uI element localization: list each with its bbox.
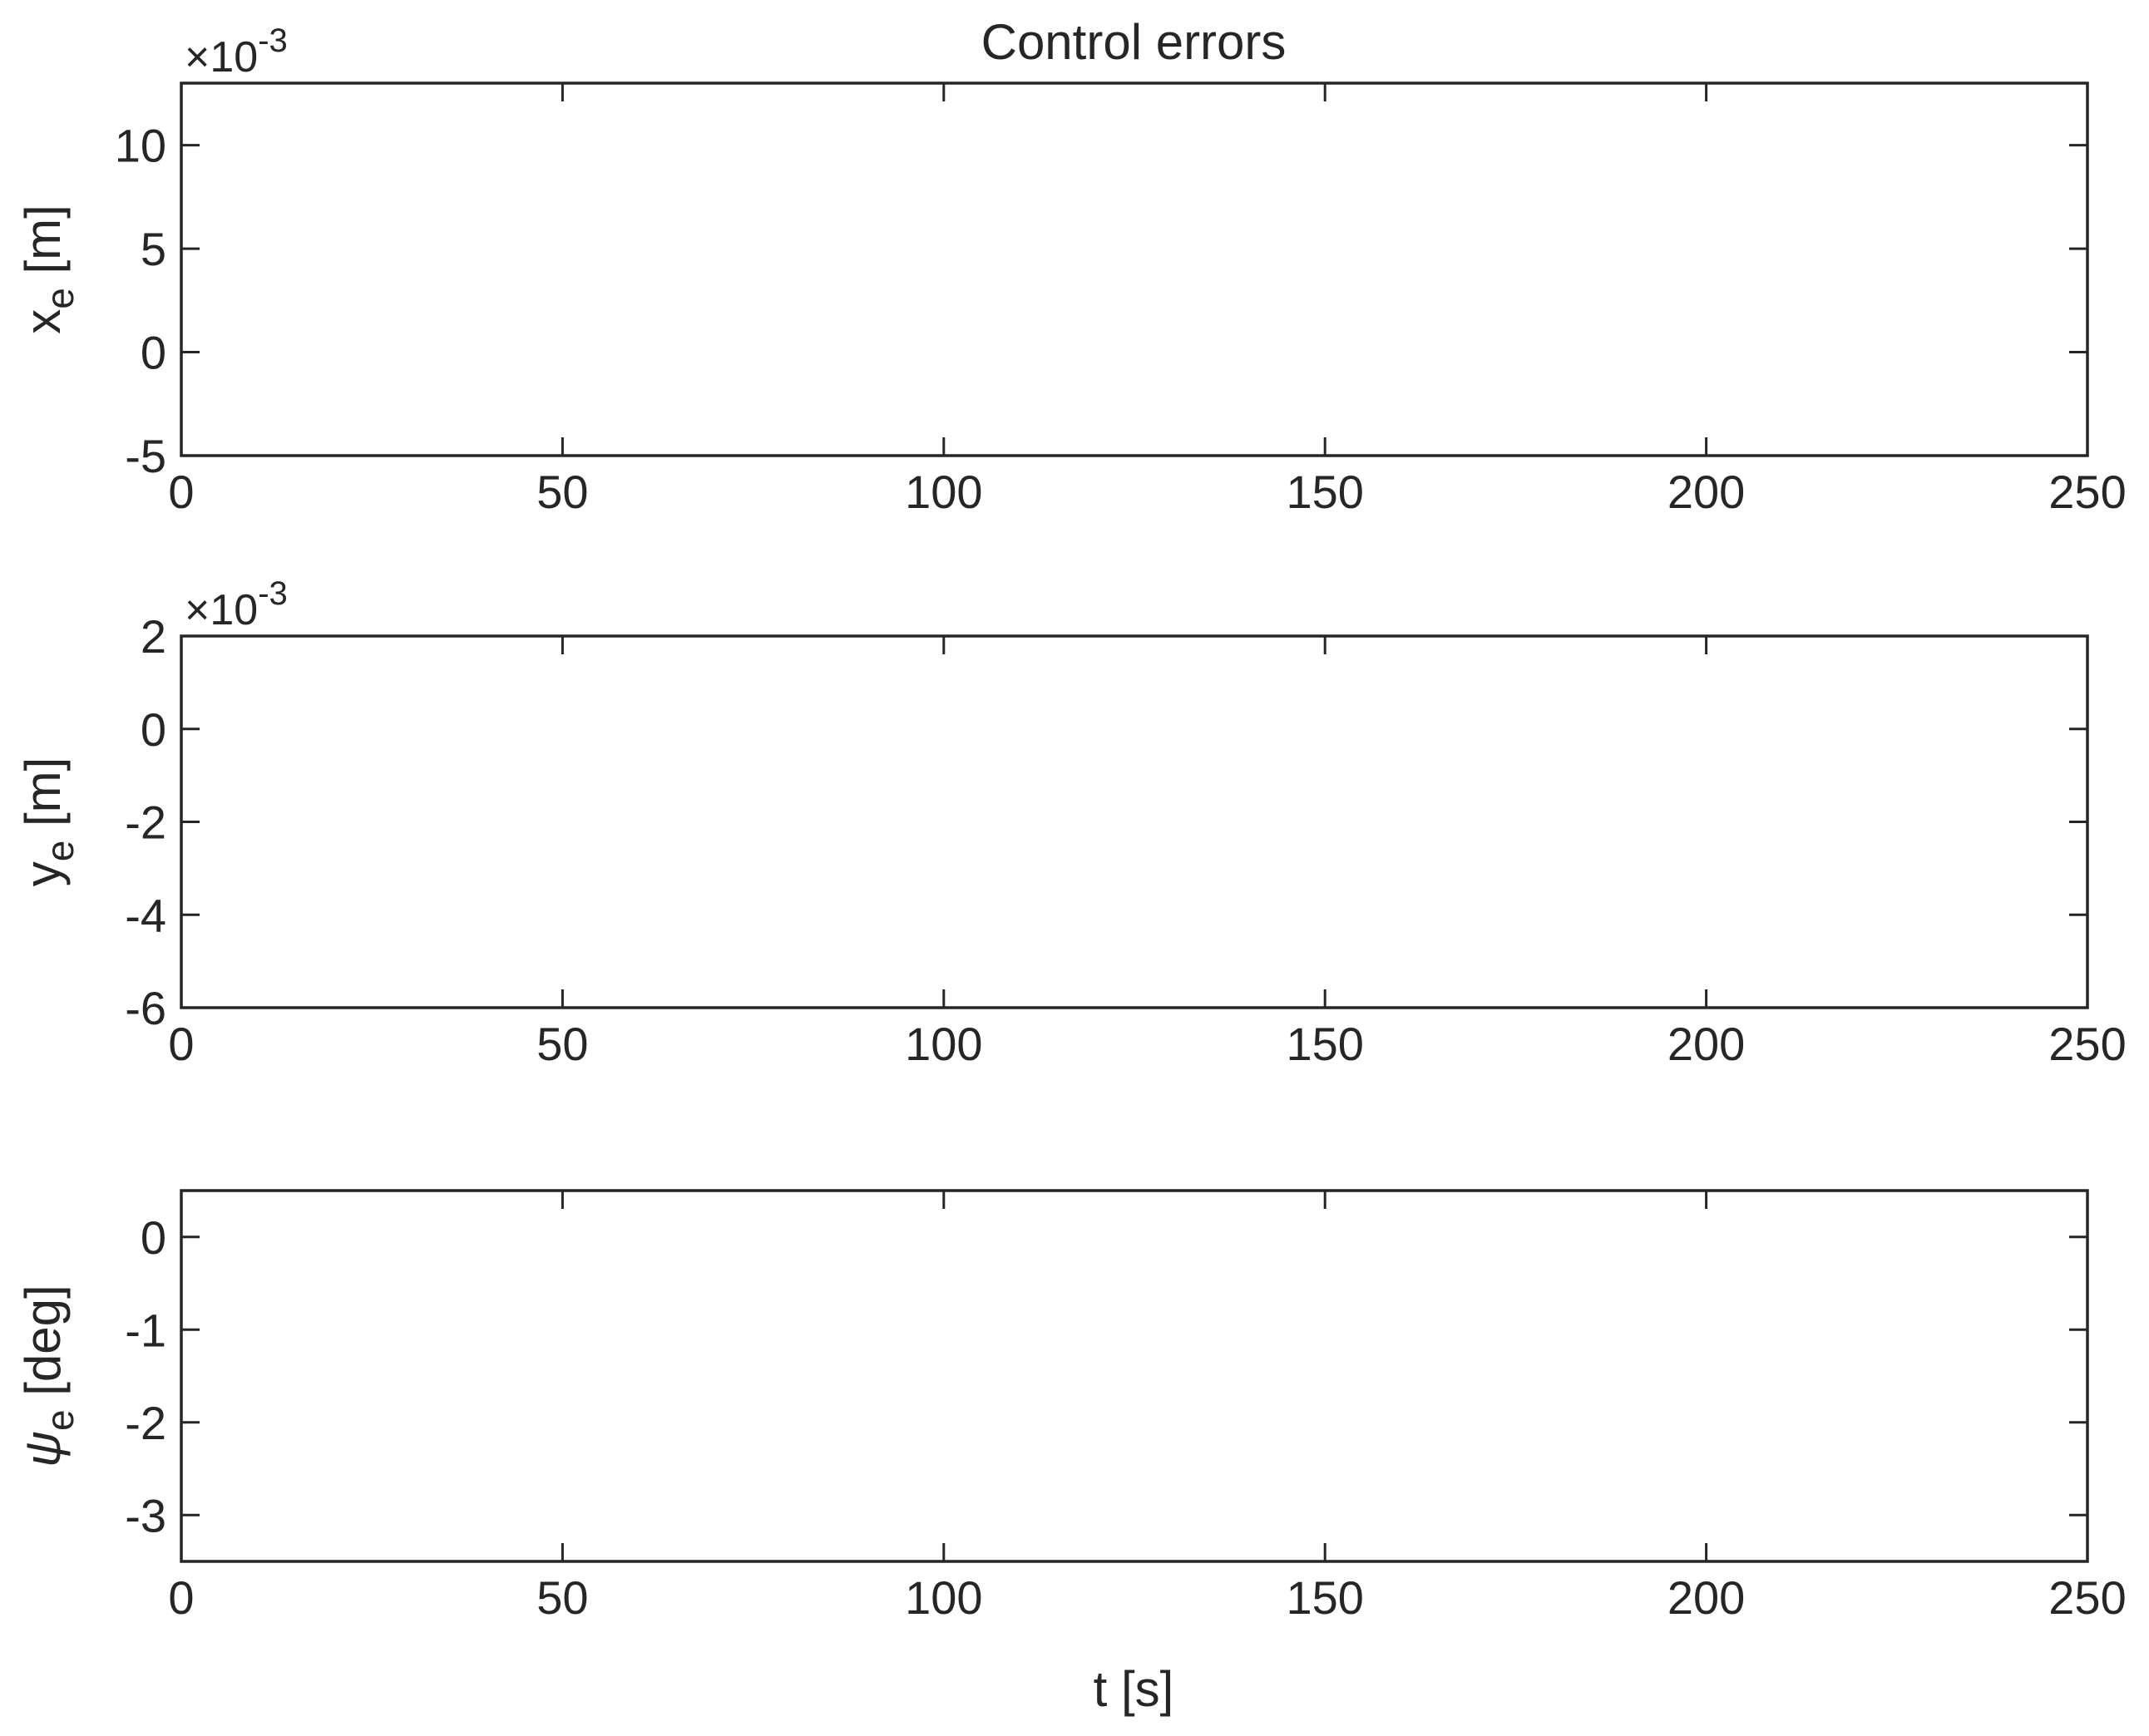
y-axis-label-subscript: e: [38, 841, 82, 862]
x-tick-label: 50: [536, 1018, 588, 1070]
x-axis-label: t [s]: [1094, 1661, 1174, 1717]
x-tick-label: 250: [2048, 1018, 2126, 1070]
subplot-psie: 0 50 100 150 200 250 -3 -2 -1 0 ψe [deg]: [15, 1189, 2127, 1624]
exponent-power: -3: [258, 22, 288, 59]
y-axis-label-symbol: x: [15, 309, 71, 334]
x-tick-label: 250: [2048, 1571, 2126, 1624]
y-tick-label: 2: [141, 610, 166, 663]
y-tick-label: -2: [125, 1397, 166, 1449]
x-tick-label: 100: [905, 1571, 982, 1624]
x-tick-label: 100: [905, 1018, 982, 1070]
x-tick-label: 200: [1667, 1571, 1745, 1624]
y-tick-label: 0: [141, 703, 166, 756]
exponent-power: -3: [258, 575, 288, 612]
y-tick-label: -3: [125, 1489, 166, 1541]
y-tick-label: -6: [125, 982, 166, 1034]
y-exponent-label: ×10-3: [185, 575, 288, 634]
y-axis-label-subscript: e: [38, 288, 82, 309]
subplot-ye: 0 50 100 150 200 250 -6 -4 -2 0 2 ×10-3 ye [m]: [15, 575, 2127, 1070]
exponent-base: ×10: [185, 33, 258, 81]
y-axis-label-unit: [deg]: [15, 1285, 71, 1409]
y-axis-label: xe [m]: [15, 205, 82, 334]
y-axis-label-unit: [m]: [15, 757, 71, 841]
y-tick-label: 0: [141, 1211, 166, 1264]
figure-title: Control errors: [981, 14, 1287, 70]
x-tick-label: 50: [536, 466, 588, 518]
x-tick-label: 200: [1667, 466, 1745, 518]
y-tick-label: -2: [125, 796, 166, 849]
y-exponent-label: ×10-3: [185, 22, 288, 81]
y-axis-label-symbol: ψ: [15, 1431, 71, 1467]
x-tick-label: 0: [168, 1018, 194, 1070]
axes-box: [180, 81, 2089, 457]
x-tick-label: 50: [536, 1571, 588, 1624]
y-axis-label-symbol: y: [15, 861, 71, 886]
x-tick-label: 250: [2048, 466, 2126, 518]
x-tick-label: 0: [168, 1571, 194, 1624]
x-tick-label: 150: [1286, 1018, 1363, 1070]
y-axis-label-unit: [m]: [15, 205, 71, 288]
x-tick-label: 150: [1286, 1571, 1363, 1624]
y-tick-label: 0: [141, 327, 166, 379]
x-tick-label: 200: [1667, 1018, 1745, 1070]
axes-box: [180, 634, 2089, 1009]
y-axis-label-subscript: e: [38, 1409, 82, 1431]
y-axis-label: ψe [deg]: [15, 1285, 82, 1467]
y-tick-label: -1: [125, 1304, 166, 1356]
y-axis-label: ye [m]: [15, 757, 82, 887]
axes-box: [180, 1189, 2089, 1563]
y-tick-label: -5: [125, 430, 166, 482]
y-tick-label: 5: [141, 223, 166, 275]
y-tick-label: 10: [115, 120, 166, 172]
x-tick-label: 100: [905, 466, 982, 518]
exponent-base: ×10: [185, 586, 258, 634]
x-tick-label: 0: [168, 466, 194, 518]
y-tick-label: -4: [125, 889, 166, 941]
x-tick-label: 150: [1286, 466, 1363, 518]
